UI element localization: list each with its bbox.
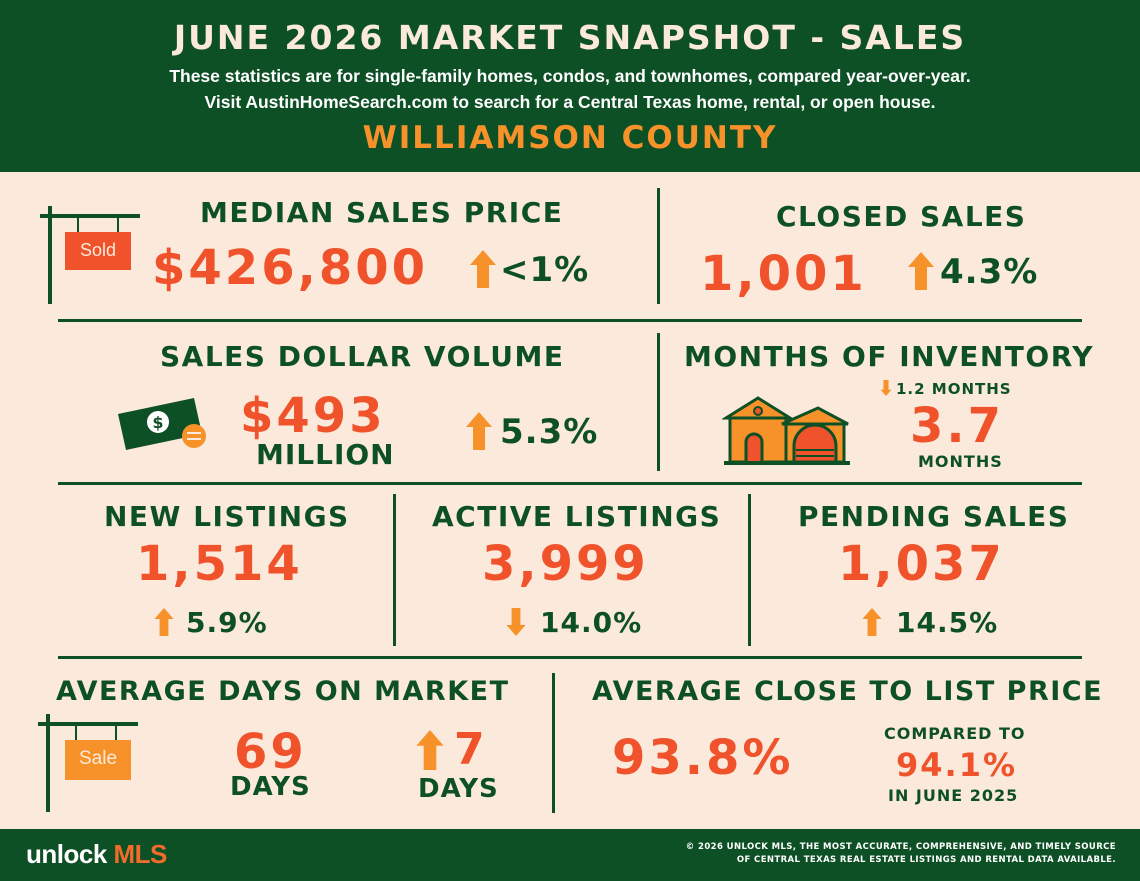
active-listings-value: 3,999 (482, 536, 649, 592)
divider (58, 656, 1082, 659)
sales-dollar-volume-label: SALES DOLLAR VOLUME (160, 340, 565, 373)
pending-sales-change: 14.5% (896, 606, 999, 639)
avg-days-on-market-value: 69 (234, 724, 307, 780)
sales-dollar-volume-change: 5.3% (500, 412, 599, 452)
arrow-up-icon (908, 252, 934, 294)
header-banner: JUNE 2026 MARKET SNAPSHOT - SALES These … (0, 0, 1140, 172)
logo-suffix: MLS (113, 839, 168, 869)
arrow-up-icon (466, 412, 492, 454)
sale-sign-icon: Sale (36, 714, 140, 814)
avg-days-on-market-unit: DAYS (230, 772, 311, 802)
divider (393, 494, 396, 646)
arrow-up-icon (862, 608, 882, 640)
logo-prefix: unlock (26, 839, 114, 869)
sold-sign-text: Sold (79, 240, 117, 260)
arrow-up-icon (416, 730, 444, 774)
months-of-inventory-label: MONTHS OF INVENTORY (684, 340, 1095, 373)
new-listings-change: 5.9% (186, 606, 268, 639)
new-listings-value: 1,514 (136, 536, 303, 592)
divider (657, 333, 660, 471)
sale-sign-text: Sale (78, 748, 118, 769)
header-subtitle: These statistics are for single-family h… (169, 66, 971, 86)
page-title: JUNE 2026 MARKET SNAPSHOT - SALES (173, 18, 967, 57)
closed-sales-label: CLOSED SALES (776, 200, 1027, 233)
footer-bar (0, 829, 1140, 881)
months-of-inventory-change: 1.2 MONTHS (896, 380, 1012, 398)
avg-days-on-market-label: AVERAGE DAYS ON MARKET (56, 676, 510, 707)
arrow-up-icon (470, 250, 496, 292)
divider (748, 494, 751, 646)
county-title: WILLIAMSON COUNTY (362, 120, 778, 156)
copyright-line: OF CENTRAL TEXAS REAL ESTATE LISTINGS AN… (736, 855, 1116, 865)
compare-label: COMPARED TO (884, 724, 1026, 743)
avg-days-on-market-change: 7 (454, 724, 486, 775)
arrow-down-icon (506, 608, 526, 640)
house-icon (720, 394, 852, 470)
months-of-inventory-value: 3.7 (910, 398, 1005, 454)
median-sales-price-value: $426,800 (152, 240, 429, 296)
avg-close-to-list-label: AVERAGE CLOSE TO LIST PRICE (592, 676, 1104, 707)
closed-sales-value: 1,001 (700, 246, 867, 302)
new-listings-label: NEW LISTINGS (104, 500, 350, 533)
sales-dollar-volume-value: $493 (240, 388, 386, 444)
active-listings-label: ACTIVE LISTINGS (432, 500, 722, 533)
svg-text:$: $ (152, 413, 163, 432)
median-sales-price-change: <1% (500, 250, 590, 290)
sales-dollar-volume-unit: MILLION (256, 438, 395, 471)
active-listings-change: 14.0% (540, 606, 643, 639)
sold-sign-icon: Sold (38, 206, 142, 306)
header-subtitle-link: Visit AustinHomeSearch.com to search for… (204, 92, 936, 112)
divider (552, 673, 555, 813)
divider (657, 188, 660, 304)
closed-sales-change: 4.3% (940, 252, 1039, 292)
median-sales-price-label: MEDIAN SALES PRICE (200, 196, 564, 229)
divider (58, 319, 1082, 322)
avg-close-to-list-value: 93.8% (612, 730, 794, 786)
pending-sales-value: 1,037 (838, 536, 1005, 592)
arrow-up-icon (154, 608, 174, 640)
compare-value: 94.1% (896, 746, 1018, 784)
months-of-inventory-unit: MONTHS (918, 452, 1003, 471)
pending-sales-label: PENDING SALES (798, 500, 1070, 533)
compare-period: IN JUNE 2025 (888, 786, 1019, 805)
unlock-mls-logo[interactable]: unlock MLS (26, 839, 167, 870)
copyright-line: © 2026 UNLOCK MLS, THE MOST ACCURATE, CO… (685, 842, 1116, 852)
money-icon: $ (114, 396, 212, 456)
arrow-down-icon (880, 380, 892, 400)
avg-days-on-market-change-unit: DAYS (418, 774, 499, 804)
divider (58, 482, 1082, 485)
